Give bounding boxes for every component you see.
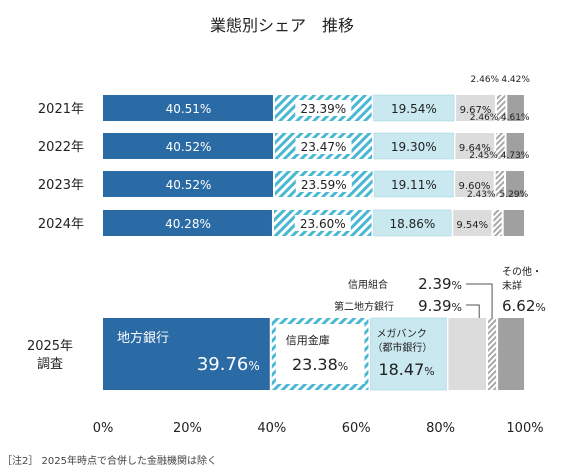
category-label: 調査 xyxy=(37,357,63,372)
bar-3 xyxy=(455,133,495,159)
bar-4 xyxy=(488,318,497,390)
x-tick-label: 60% xyxy=(342,421,371,436)
data-label: 40.28% xyxy=(165,217,211,231)
bar-0 xyxy=(103,133,273,159)
value-label-group: 39.76% xyxy=(197,354,260,375)
series-name-label: 地方銀行 xyxy=(117,330,169,346)
bar-4 xyxy=(493,210,502,236)
data-label: 23.47% xyxy=(301,140,347,154)
unit-label: % xyxy=(424,365,434,378)
category-label: 2025年 xyxy=(27,339,73,354)
bar-0 xyxy=(103,210,272,236)
series-name-label: （都市銀行） xyxy=(372,341,432,354)
data-label: 9.54% xyxy=(456,220,488,231)
bar-3 xyxy=(448,318,487,390)
unit-label: % xyxy=(452,279,462,292)
data-label-bg xyxy=(294,215,351,231)
value-label-group: 23.38% xyxy=(292,355,348,374)
bar-2 xyxy=(370,317,447,391)
data-label: 2.39 xyxy=(418,275,451,293)
bar-5 xyxy=(507,95,524,121)
value-label-group: 6.62% xyxy=(502,297,546,315)
data-label: 4.42% xyxy=(501,75,530,85)
bar-5 xyxy=(506,133,524,159)
x-tick-label: 0% xyxy=(93,421,114,436)
data-label: 2.43% xyxy=(467,190,496,200)
data-label: 39.76 xyxy=(197,354,249,375)
label-box xyxy=(275,324,365,384)
series-name-label: 信用組合 xyxy=(348,278,388,291)
unit-label: % xyxy=(338,360,348,373)
chart-title: 業態別シェア 推移 xyxy=(210,16,354,35)
bar-4 xyxy=(496,95,506,121)
data-label: 18.86% xyxy=(389,217,435,231)
category-label: 2021年 xyxy=(38,102,84,117)
data-label: 19.11% xyxy=(391,178,437,192)
data-label: 9.67% xyxy=(460,105,492,116)
data-label: 2.46% xyxy=(471,75,500,85)
data-label: 19.30% xyxy=(391,140,437,154)
unit-label: % xyxy=(452,301,462,314)
data-label-bg xyxy=(295,176,352,192)
x-tick-label: 20% xyxy=(173,421,202,436)
unit-label: % xyxy=(535,301,545,314)
value-label-group: 2.39% xyxy=(418,275,462,293)
data-label-bg xyxy=(295,138,352,154)
category-label: 2022年 xyxy=(38,140,84,155)
data-label: 2.45% xyxy=(469,151,498,161)
data-label: 9.64% xyxy=(459,143,491,154)
value-label-group: 18.47% xyxy=(378,360,434,379)
bar-4 xyxy=(495,171,505,197)
bar-3 xyxy=(453,210,492,236)
data-label: 2.46% xyxy=(470,113,499,123)
series-name-label: その他・ xyxy=(502,265,542,278)
series-name-label: 未詳 xyxy=(502,279,522,292)
series-name-label: メガバンク xyxy=(376,328,427,340)
bar-3 xyxy=(455,171,494,197)
footnote: ［注2］ 2025年時点で合併した金融機関は除く xyxy=(2,456,217,467)
data-label: 4.61% xyxy=(501,113,530,123)
data-label: 23.59% xyxy=(301,178,347,192)
leader-line xyxy=(466,304,480,318)
data-label: 40.51% xyxy=(166,102,212,116)
data-label: 9.39 xyxy=(418,297,451,315)
series-name-label: 第二地方銀行 xyxy=(334,300,394,313)
data-label: 6.62 xyxy=(502,297,535,315)
category-label: 2023年 xyxy=(38,178,84,193)
bar-5 xyxy=(498,318,525,390)
leader-line xyxy=(466,283,493,318)
data-label: 40.52% xyxy=(166,140,212,154)
bar-3 xyxy=(456,95,495,121)
x-tick-label: 40% xyxy=(257,421,286,436)
x-tick-label: 100% xyxy=(506,421,543,436)
data-label: 4.73% xyxy=(501,151,530,161)
bar-2 xyxy=(374,170,454,198)
data-label: 9.60% xyxy=(459,181,491,192)
data-label: 19.54% xyxy=(391,102,437,116)
series-name-label: 信用金庫 xyxy=(286,333,330,347)
bar-5 xyxy=(506,171,524,197)
x-tick-label: 80% xyxy=(426,421,455,436)
data-label: 40.52% xyxy=(166,178,212,192)
bar-2 xyxy=(373,132,454,160)
data-label: 18.47 xyxy=(378,360,424,379)
bar-2 xyxy=(373,209,452,237)
bar-4 xyxy=(496,133,505,159)
bar-0 xyxy=(103,171,273,197)
data-label-bg xyxy=(295,100,352,116)
category-label: 2024年 xyxy=(38,217,84,232)
data-label: 5.29% xyxy=(500,190,529,200)
data-label: 23.39% xyxy=(300,102,346,116)
data-label: 23.38 xyxy=(292,355,338,374)
value-label-group: 9.39% xyxy=(418,297,462,315)
unit-label: % xyxy=(248,359,259,373)
bar-2 xyxy=(373,94,455,122)
bar-5 xyxy=(503,210,524,236)
bar-0 xyxy=(103,95,273,121)
bar-0 xyxy=(103,318,270,390)
data-label: 23.60% xyxy=(300,217,346,231)
